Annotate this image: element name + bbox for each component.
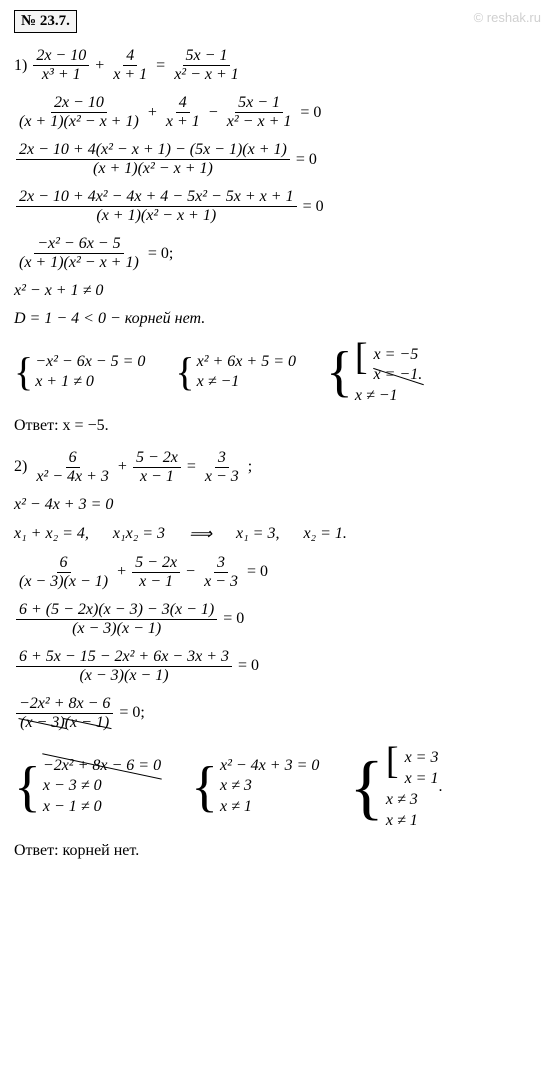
watermark: © reshak.ru [474, 10, 541, 25]
p2-label: 2) [14, 458, 27, 476]
p2-factor: x² − 4x + 3 = 0 [14, 496, 541, 514]
system: { x² − 4x + 3 = 0 x ≠ 3 x ≠ 1 [191, 756, 319, 818]
system: { −x² − 6x − 5 = 0 x + 1 ≠ 0 [14, 352, 145, 394]
frac: 5x − 1 x² − x + 1 [171, 47, 242, 84]
frac: 6 + 5x − 15 − 2x² + 6x − 3x + 3 (x − 3)(… [16, 648, 232, 685]
frac: 2x − 10 (x + 1)(x² − x + 1) [16, 94, 142, 131]
system: { [ x = 3 x = 1 x ≠ 3 x ≠ 1 . [349, 742, 442, 832]
frac: 4 x + 1 [163, 94, 203, 131]
p2-eq3: 6 + (5 − 2x)(x − 3) − 3(x − 1) (x − 3)(x… [14, 601, 541, 638]
frac: 6 + (5 − 2x)(x − 3) − 3(x − 1) (x − 3)(x… [16, 601, 217, 638]
p1-answer: Ответ: x = −5. [14, 417, 541, 435]
p1-check2: D = 1 − 4 < 0 − корней нет. [14, 310, 541, 328]
system: { [ x = −5 x = −1. x ≠ −1 [326, 338, 422, 407]
frac: 2x − 10 + 4x² − 4x + 4 − 5x² − 5x + x + … [16, 188, 297, 225]
p2-vieta: x₁ + x₂ = 4, x₁x₂ = 3 ⟹ x₁ = 3, x₂ = 1. [14, 524, 541, 544]
frac: 2x − 10 x³ + 1 [33, 47, 89, 84]
p2-eq4: 6 + 5x − 15 − 2x² + 6x − 3x + 3 (x − 3)(… [14, 648, 541, 685]
system: { −2x² + 8x − 6 = 0 x − 3 ≠ 0 x − 1 ≠ 0 [14, 756, 161, 818]
p1-systems: { −x² − 6x − 5 = 0 x + 1 ≠ 0 { x² + 6x +… [14, 338, 541, 407]
frac: −2x² + 8x − 6 (x − 3)(x − 1) [16, 695, 113, 732]
frac: 6 x² − 4x + 3 [33, 449, 112, 486]
p1-eq1: 1) 2x − 10 x³ + 1 + 4 x + 1 = 5x − 1 x² … [14, 47, 541, 84]
p2-eq2: 6 (x − 3)(x − 1) + 5 − 2x x − 1 − 3 x − … [14, 554, 541, 591]
system: { x² + 6x + 5 = 0 x ≠ −1 [175, 352, 296, 394]
frac: 6 (x − 3)(x − 1) [16, 554, 111, 591]
p2-eq5: −2x² + 8x − 6 (x − 3)(x − 1) = 0; [14, 695, 541, 732]
p1-eq5: −x² − 6x − 5 (x + 1)(x² − x + 1) = 0; [14, 235, 541, 272]
problem-number: № 23.7. [14, 10, 77, 33]
frac: 5 − 2x x − 1 [133, 449, 181, 486]
p2-systems: { −2x² + 8x − 6 = 0 x − 3 ≠ 0 x − 1 ≠ 0 … [14, 742, 541, 832]
p1-eq3: 2x − 10 + 4(x² − x + 1) − (5x − 1)(x + 1… [14, 141, 541, 178]
p2-answer: Ответ: корней нет. [14, 842, 541, 860]
frac: 3 x − 3 [201, 554, 241, 591]
frac: 2x − 10 + 4(x² − x + 1) − (5x − 1)(x + 1… [16, 141, 290, 178]
p2-eq1: 2) 6 x² − 4x + 3 + 5 − 2x x − 1 = 3 x − … [14, 449, 541, 486]
p1-eq4: 2x − 10 + 4x² − 4x + 4 − 5x² − 5x + x + … [14, 188, 541, 225]
frac: 5 − 2x x − 1 [132, 554, 180, 591]
frac: −x² − 6x − 5 (x + 1)(x² − x + 1) [16, 235, 142, 272]
p1-check1: x² − x + 1 ≠ 0 [14, 282, 541, 300]
frac: 3 x − 3 [202, 449, 242, 486]
p1-eq2: 2x − 10 (x + 1)(x² − x + 1) + 4 x + 1 − … [14, 94, 541, 131]
frac: 5x − 1 x² − x + 1 [224, 94, 295, 131]
p1-label: 1) [14, 57, 27, 75]
frac: 4 x + 1 [110, 47, 150, 84]
